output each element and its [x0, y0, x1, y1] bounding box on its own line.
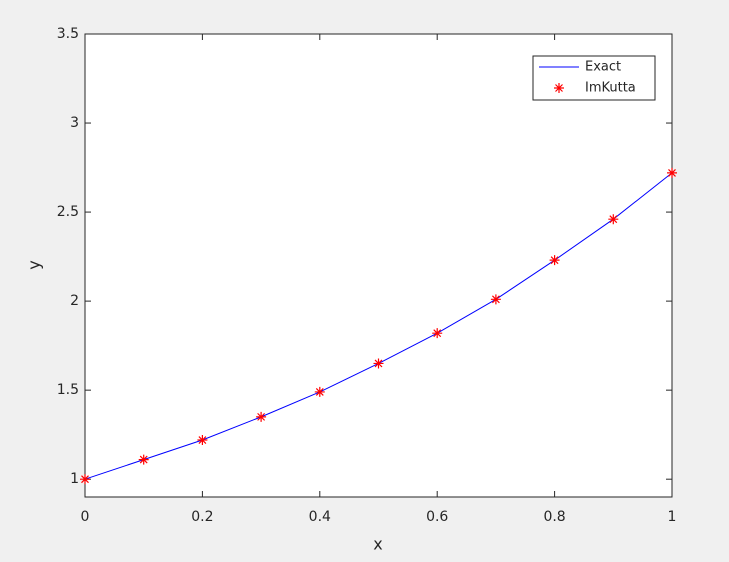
y-tick-label: 1	[70, 471, 79, 487]
series-marker	[667, 167, 677, 178]
x-tick-label: 1	[668, 509, 677, 525]
series-marker	[432, 328, 443, 339]
series-marker	[608, 214, 619, 225]
series-marker	[373, 358, 384, 369]
series-marker	[256, 411, 267, 422]
series-marker	[138, 454, 149, 465]
series-marker	[197, 435, 208, 446]
y-axis-label: y	[25, 260, 44, 269]
y-tick-label: 2.5	[57, 204, 79, 220]
axes-box	[84, 33, 673, 498]
x-tick-label: 0	[81, 509, 90, 525]
x-tick-label: 0.8	[543, 509, 565, 525]
x-tick-label: 0.4	[309, 509, 331, 525]
y-tick-label: 3.5	[57, 26, 79, 42]
y-tick-label: 3	[70, 115, 79, 131]
legend-box	[532, 55, 656, 101]
series-marker	[549, 255, 560, 266]
series-marker	[490, 294, 501, 305]
y-tick-label: 1.5	[57, 382, 79, 398]
series-marker	[80, 474, 90, 485]
x-tick-label: 0.6	[426, 509, 448, 525]
series-marker	[314, 386, 325, 397]
plot-area	[85, 34, 672, 497]
y-tick-label: 2	[70, 293, 79, 309]
x-axis-label: x	[373, 535, 382, 554]
legend-label: ImKutta	[585, 81, 636, 96]
legend-marker	[554, 83, 564, 93]
x-tick-label: 0.2	[191, 509, 213, 525]
legend-label: Exact	[585, 60, 621, 75]
